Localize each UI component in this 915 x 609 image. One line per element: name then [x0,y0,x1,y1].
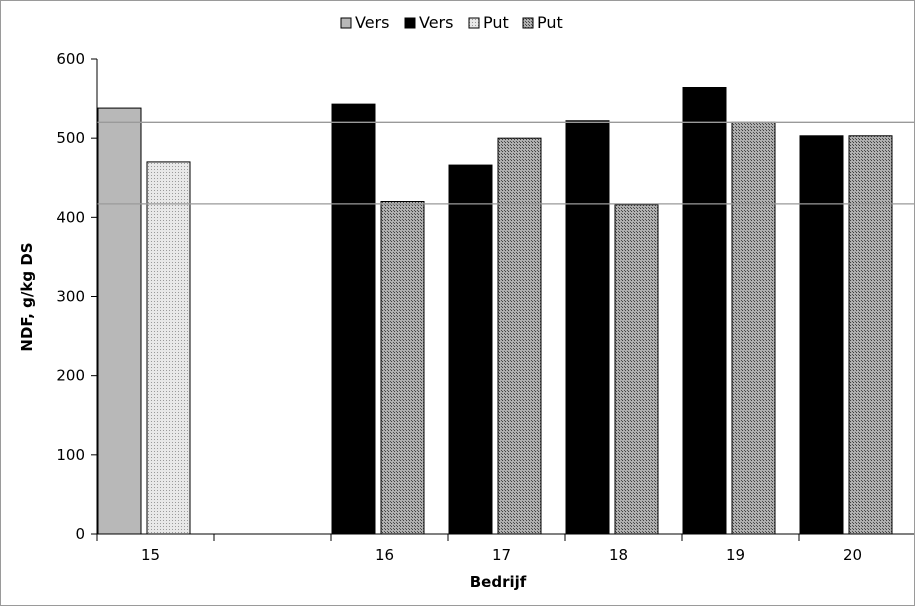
x-tick-label-18: 18 [609,546,628,564]
x-axis-title: Bedrijf [470,573,527,591]
legend-swatch-3 [468,17,480,29]
x-tick-label-16: 16 [375,546,394,564]
x-tick-label-20: 20 [843,546,862,564]
y-tick-label-500: 500 [56,129,85,147]
y-tick-label-200: 200 [56,367,85,385]
legend-label-1: Vers [355,13,389,32]
bar-vers-19 [682,87,727,535]
bar-put-18 [614,204,659,535]
x-tick-label-15: 15 [141,546,160,564]
bar-put-19 [731,121,776,535]
y-tick-label-400: 400 [56,208,85,226]
bar-vers-20 [799,135,844,535]
bar-vers-17 [448,164,493,535]
x-tick-label-19: 19 [726,546,745,564]
bar-put-20 [848,135,893,535]
x-tick-label-17: 17 [492,546,511,564]
y-tick-label-600: 600 [56,50,85,68]
bar-vers-18 [565,120,610,535]
legend-swatch-2 [404,17,416,29]
legend-label-3: Put [483,13,509,32]
y-tick-label-100: 100 [56,446,85,464]
legend-label-2: Vers [419,13,453,32]
bars-group [97,87,893,535]
legend-swatch-4 [522,17,534,29]
bar-put-15 [146,161,191,535]
legend: Vers Vers Put Put [340,13,563,32]
reference-lines [97,121,914,205]
y-axis-title: NDF, g/kg DS [18,242,36,351]
y-tick-label-0: 0 [75,525,85,543]
bar-put-16 [380,201,425,535]
axes: 0 100 200 300 400 500 600 15 16 17 18 19 20 [56,50,914,564]
y-tick-label-300: 300 [56,288,85,306]
bar-put-17 [497,137,542,535]
legend-label-4: Put [537,13,563,32]
legend-swatch-1 [340,17,352,29]
bar-vers-15 [97,107,142,535]
bar-vers-16 [331,103,376,535]
